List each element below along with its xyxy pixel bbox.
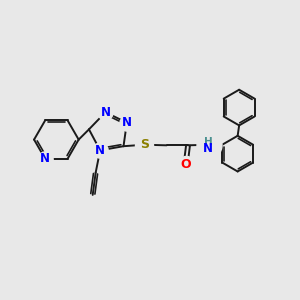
Text: N: N <box>122 116 132 129</box>
Text: S: S <box>140 138 149 151</box>
Text: O: O <box>180 158 191 171</box>
Text: N: N <box>40 152 50 165</box>
Text: N: N <box>100 106 110 119</box>
Text: H: H <box>204 137 213 147</box>
Text: N: N <box>203 142 213 155</box>
Text: N: N <box>95 144 105 157</box>
